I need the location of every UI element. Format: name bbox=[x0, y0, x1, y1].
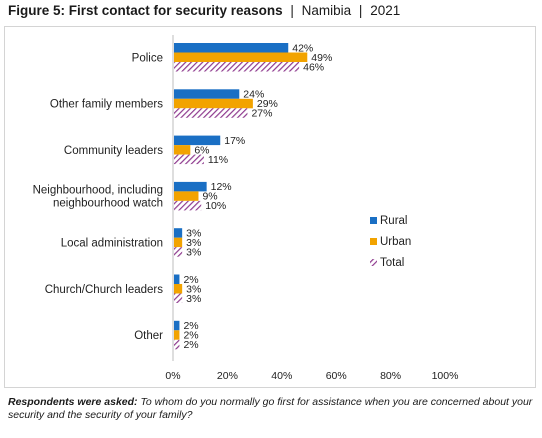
data-label: 24% bbox=[243, 89, 264, 101]
chart-frame: Police Other family members Community lead… bbox=[4, 26, 536, 388]
bar-total bbox=[174, 200, 202, 211]
bar-total bbox=[174, 154, 204, 165]
category-labels: Police Other family members Community lead… bbox=[33, 52, 164, 342]
footnote-question: To whom do you normally go first for ass… bbox=[8, 396, 533, 421]
title-separator-2: | bbox=[358, 3, 363, 18]
x-tick-label: 20% bbox=[217, 370, 238, 382]
bar-rural bbox=[174, 228, 183, 238]
data-label: 9% bbox=[202, 191, 217, 203]
category-label: Community leaders bbox=[64, 145, 163, 157]
category-label: neighbourhood watch bbox=[53, 198, 163, 210]
legend: Rural Urban Total bbox=[370, 215, 411, 269]
legend-label: Urban bbox=[380, 236, 411, 248]
figure-country: Namibia bbox=[301, 3, 352, 18]
data-label: 3% bbox=[186, 283, 201, 295]
data-label: 11% bbox=[208, 154, 228, 166]
data-label: 46% bbox=[303, 61, 324, 73]
data-label: 3% bbox=[186, 293, 201, 305]
legend-label: Total bbox=[380, 257, 404, 269]
data-label: 49% bbox=[311, 52, 332, 64]
bar-rural bbox=[174, 274, 180, 284]
bar-total bbox=[174, 339, 180, 350]
data-label: 27% bbox=[251, 108, 272, 120]
data-label: 2% bbox=[183, 330, 198, 342]
figure-title-main: Figure 5: First contact for security rea… bbox=[8, 3, 283, 18]
title-separator: | bbox=[290, 3, 294, 18]
bar-total bbox=[174, 293, 183, 303]
data-label: 2% bbox=[183, 320, 198, 332]
category-label: Local administration bbox=[61, 237, 163, 249]
data-label: 6% bbox=[194, 144, 209, 156]
legend-label: Rural bbox=[380, 215, 407, 227]
bar-rural bbox=[174, 320, 180, 331]
data-label: 2% bbox=[183, 339, 198, 351]
legend-swatch-total bbox=[370, 259, 377, 266]
category-label: Police bbox=[132, 52, 163, 64]
bar-chart: Police Other family members Community lead… bbox=[33, 35, 458, 382]
category-label: Neighbourhood, including bbox=[33, 185, 163, 197]
bar-urban bbox=[174, 330, 180, 340]
bar-total bbox=[174, 247, 183, 257]
bar-total bbox=[174, 108, 248, 118]
data-label: 42% bbox=[292, 42, 313, 54]
footnote: Respondents were asked: To whom do you n… bbox=[8, 396, 536, 422]
x-axis: 0% 20% 40% 60% 80% 100% bbox=[165, 35, 458, 382]
data-label: 3% bbox=[186, 237, 201, 249]
data-label: 12% bbox=[211, 181, 232, 193]
data-label: 17% bbox=[224, 135, 245, 147]
data-label: 3% bbox=[186, 228, 201, 240]
bar-urban bbox=[174, 98, 253, 109]
bar-rural bbox=[174, 181, 207, 192]
category-label: Other bbox=[134, 330, 163, 342]
data-label: 2% bbox=[183, 274, 198, 286]
data-label: 3% bbox=[186, 247, 201, 259]
x-tick-label: 80% bbox=[380, 370, 401, 382]
category-label: Church/Church leaders bbox=[45, 284, 164, 296]
x-tick-label: 60% bbox=[326, 370, 347, 382]
figure-year: 2021 bbox=[370, 3, 401, 18]
bar-urban bbox=[174, 145, 191, 155]
data-label: 29% bbox=[257, 98, 278, 110]
x-tick-label: 40% bbox=[271, 370, 292, 382]
bar-urban bbox=[174, 52, 308, 62]
bars bbox=[174, 43, 308, 350]
legend-swatch-urban bbox=[370, 238, 377, 245]
bar-total bbox=[174, 62, 300, 72]
footnote-lead: Respondents were asked: bbox=[8, 396, 138, 408]
data-labels: 42%49%46%24%29%27%17%6%11%12%9%10%3%3%3%… bbox=[183, 42, 332, 351]
data-label: 10% bbox=[205, 200, 226, 212]
category-label: Other family members bbox=[50, 99, 163, 111]
bar-urban bbox=[174, 237, 183, 248]
bar-rural bbox=[174, 43, 289, 53]
bar-urban bbox=[174, 191, 199, 201]
legend-swatch-rural bbox=[370, 217, 377, 224]
figure-title: Figure 5: First contact for security rea… bbox=[8, 3, 400, 18]
bar-rural bbox=[174, 135, 221, 146]
bar-rural bbox=[174, 89, 240, 99]
bar-urban bbox=[174, 284, 183, 294]
x-tick-label: 100% bbox=[432, 370, 459, 382]
x-tick-label: 0% bbox=[165, 370, 180, 382]
